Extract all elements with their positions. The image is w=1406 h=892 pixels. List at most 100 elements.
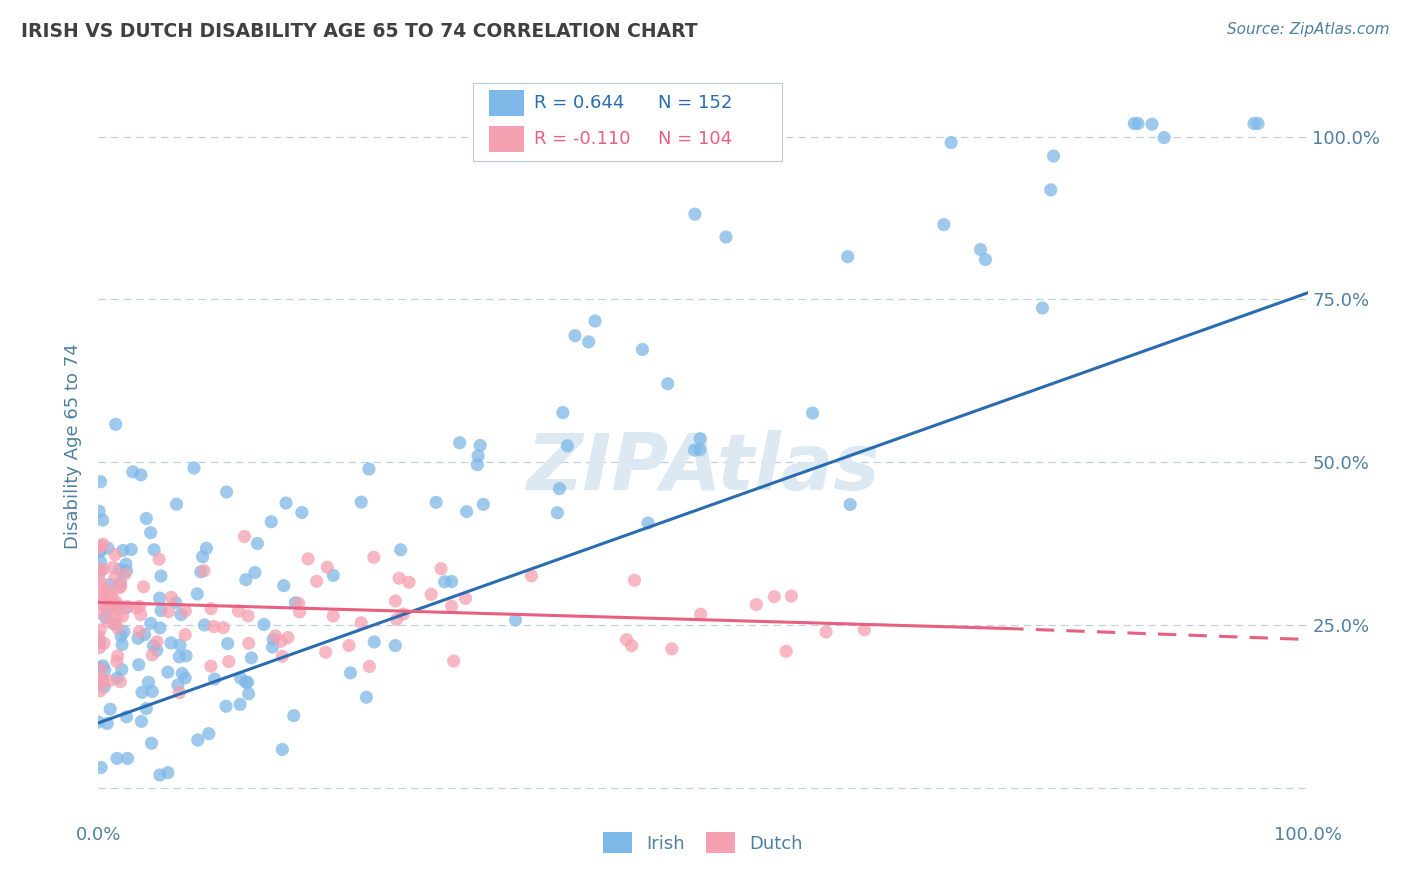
Point bbox=[551, 406, 574, 420]
Point bbox=[389, 542, 412, 557]
Point bbox=[108, 599, 131, 614]
Point bbox=[128, 624, 150, 639]
Point bbox=[620, 639, 643, 653]
Point bbox=[384, 639, 406, 653]
FancyBboxPatch shape bbox=[474, 83, 782, 161]
Point bbox=[939, 136, 962, 150]
Point bbox=[661, 641, 683, 656]
Point bbox=[108, 562, 131, 576]
Point bbox=[683, 443, 706, 458]
Point bbox=[546, 506, 568, 520]
Point bbox=[131, 714, 153, 729]
Point bbox=[91, 590, 114, 604]
Point bbox=[101, 591, 124, 605]
Point bbox=[1031, 301, 1053, 315]
Point bbox=[103, 615, 125, 630]
Point bbox=[89, 544, 111, 558]
Point bbox=[90, 555, 112, 569]
Point bbox=[384, 594, 406, 608]
Point bbox=[111, 663, 134, 677]
Point bbox=[398, 575, 420, 590]
Point bbox=[91, 513, 114, 527]
Point bbox=[449, 435, 471, 450]
Point bbox=[114, 567, 136, 582]
Point bbox=[142, 639, 165, 653]
Point bbox=[1247, 116, 1270, 130]
Point bbox=[105, 610, 128, 624]
Point bbox=[218, 655, 240, 669]
Point bbox=[801, 406, 824, 420]
Point bbox=[120, 542, 142, 557]
Point bbox=[129, 467, 152, 482]
Point bbox=[149, 621, 172, 635]
Point bbox=[356, 690, 378, 705]
Point bbox=[238, 687, 260, 701]
Point bbox=[146, 634, 169, 648]
Point bbox=[174, 628, 197, 642]
Point bbox=[631, 343, 654, 357]
Point bbox=[195, 541, 218, 556]
Point bbox=[90, 475, 112, 489]
Point bbox=[359, 659, 381, 673]
Point bbox=[623, 574, 645, 588]
Point bbox=[169, 686, 191, 700]
Point bbox=[167, 678, 190, 692]
Point bbox=[149, 768, 172, 782]
Point bbox=[89, 683, 111, 698]
Point bbox=[110, 579, 132, 593]
Point bbox=[100, 584, 122, 599]
Point bbox=[172, 666, 194, 681]
Point bbox=[277, 631, 299, 645]
Point bbox=[89, 640, 111, 655]
Point bbox=[240, 651, 263, 665]
Point bbox=[233, 529, 256, 543]
Point bbox=[315, 645, 337, 659]
Point bbox=[270, 634, 292, 648]
Point bbox=[150, 569, 173, 583]
Point bbox=[125, 600, 148, 615]
Point bbox=[467, 449, 489, 463]
Point bbox=[105, 671, 128, 685]
Point bbox=[443, 654, 465, 668]
Point bbox=[90, 760, 112, 774]
Point bbox=[101, 597, 124, 611]
Point bbox=[93, 593, 115, 607]
Point bbox=[186, 587, 208, 601]
Point bbox=[714, 230, 737, 244]
Point bbox=[115, 601, 138, 615]
Point bbox=[243, 566, 266, 580]
Point bbox=[274, 496, 297, 510]
Point bbox=[229, 698, 252, 712]
Point bbox=[111, 638, 134, 652]
Point bbox=[112, 624, 135, 639]
Point bbox=[505, 613, 527, 627]
Point bbox=[253, 617, 276, 632]
Point bbox=[141, 684, 163, 698]
Point bbox=[837, 250, 859, 264]
Text: R = -0.110: R = -0.110 bbox=[534, 130, 630, 148]
Legend: Irish, Dutch: Irish, Dutch bbox=[596, 825, 810, 860]
Point bbox=[264, 629, 287, 643]
Point bbox=[183, 461, 205, 475]
Point bbox=[191, 549, 214, 564]
Point bbox=[90, 577, 112, 591]
Point bbox=[150, 604, 173, 618]
Point bbox=[932, 218, 955, 232]
Point bbox=[780, 589, 803, 603]
Point bbox=[187, 733, 209, 747]
Point bbox=[350, 615, 373, 630]
Point bbox=[91, 673, 114, 688]
Point bbox=[138, 675, 160, 690]
Point bbox=[763, 590, 786, 604]
Point bbox=[548, 482, 571, 496]
Point bbox=[190, 565, 212, 579]
Point bbox=[87, 661, 110, 675]
Point bbox=[160, 636, 183, 650]
Point bbox=[204, 672, 226, 686]
Point bbox=[284, 596, 307, 610]
Point bbox=[111, 609, 134, 624]
Point bbox=[139, 616, 162, 631]
Point bbox=[236, 675, 259, 690]
Point bbox=[94, 610, 117, 624]
Point bbox=[91, 537, 114, 551]
